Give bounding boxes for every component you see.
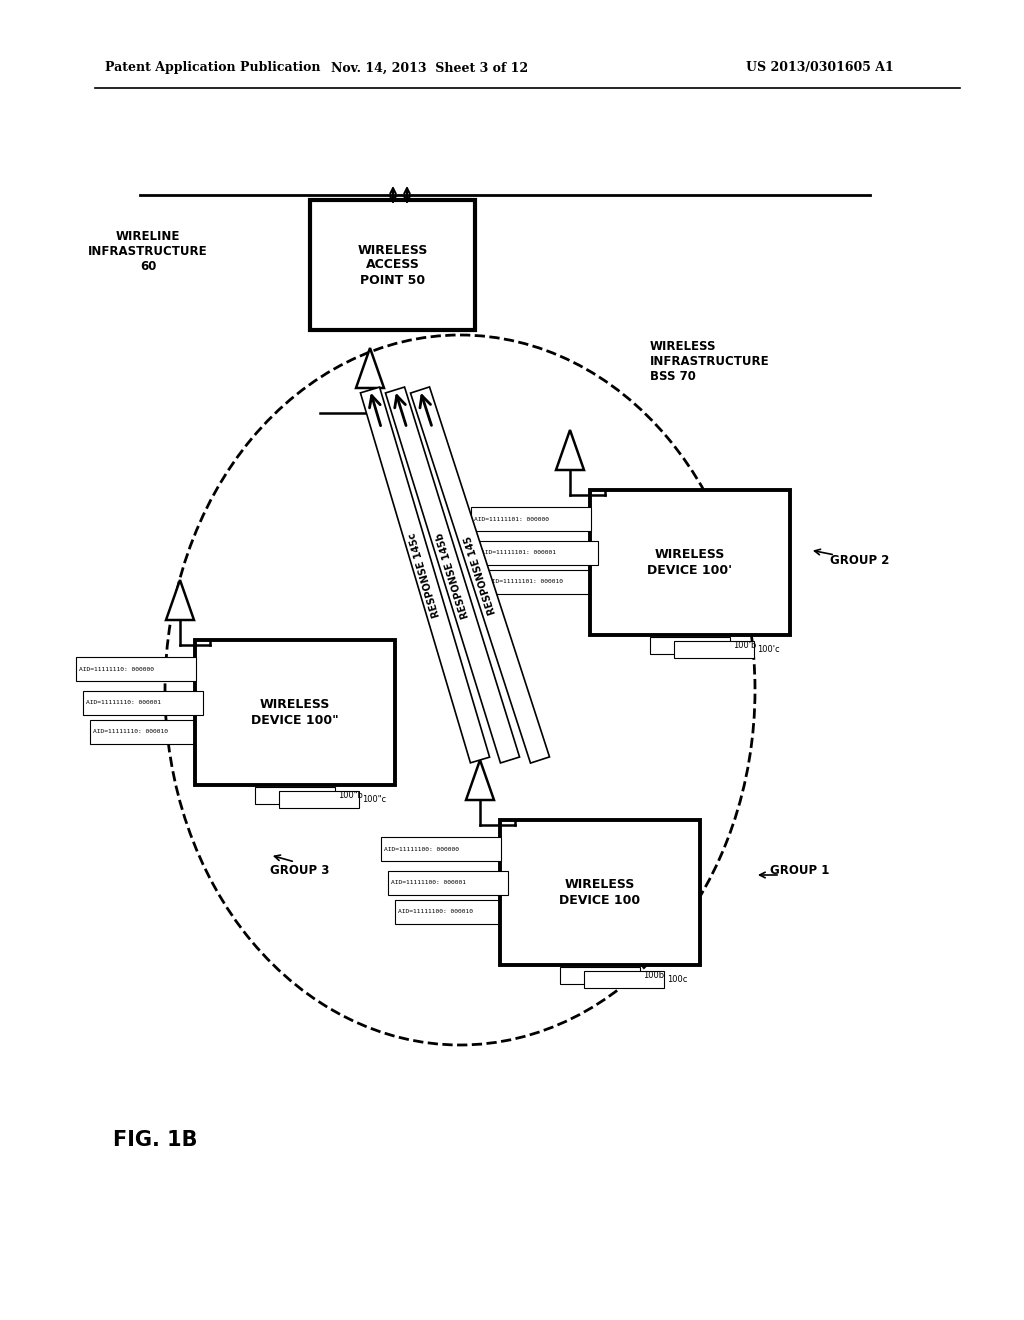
- Text: FIG. 1B: FIG. 1B: [113, 1130, 198, 1150]
- Bar: [674, 642, 754, 657]
- Bar: [255, 787, 335, 804]
- Text: AID=11111110: 000000: AID=11111110: 000000: [79, 667, 154, 672]
- Text: WIRELESS
DEVICE 100': WIRELESS DEVICE 100': [647, 549, 732, 577]
- Text: WIRELINE
INFRASTRUCTURE
60: WIRELINE INFRASTRUCTURE 60: [88, 230, 208, 273]
- Text: AID=11111110: 000001: AID=11111110: 000001: [86, 700, 161, 705]
- Polygon shape: [385, 387, 519, 763]
- Text: 100b: 100b: [643, 972, 665, 979]
- Text: AID=11111110: 000010: AID=11111110: 000010: [93, 729, 168, 734]
- Text: 100'c: 100'c: [757, 645, 779, 653]
- Bar: [478, 541, 598, 565]
- Text: GROUP 3: GROUP 3: [270, 863, 330, 876]
- Text: AID=11111101: 000000: AID=11111101: 000000: [474, 517, 549, 521]
- Text: RESPONSE 145b: RESPONSE 145b: [434, 531, 470, 619]
- Text: 100'b: 100'b: [733, 642, 757, 649]
- Bar: [83, 690, 203, 714]
- Polygon shape: [466, 760, 494, 800]
- Text: 100c: 100c: [667, 975, 687, 983]
- Bar: [310, 201, 475, 330]
- Text: GROUP 1: GROUP 1: [770, 863, 829, 876]
- Text: Patent Application Publication: Patent Application Publication: [105, 62, 321, 74]
- Polygon shape: [360, 387, 489, 763]
- Text: WIRELESS
DEVICE 100: WIRELESS DEVICE 100: [559, 879, 641, 907]
- Bar: [584, 972, 664, 987]
- Text: US 2013/0301605 A1: US 2013/0301605 A1: [746, 62, 894, 74]
- Polygon shape: [411, 387, 550, 763]
- Text: AID=11111100: 000001: AID=11111100: 000001: [391, 880, 466, 886]
- Polygon shape: [556, 430, 584, 470]
- Bar: [76, 657, 196, 681]
- Polygon shape: [166, 579, 194, 620]
- Text: 100"c: 100"c: [362, 795, 386, 804]
- Bar: [279, 791, 359, 808]
- Bar: [485, 570, 605, 594]
- Bar: [395, 900, 515, 924]
- Bar: [590, 490, 790, 635]
- Bar: [90, 719, 210, 743]
- Text: WIRELESS
INFRASTRUCTURE
BSS 70: WIRELESS INFRASTRUCTURE BSS 70: [650, 341, 770, 383]
- Text: Nov. 14, 2013  Sheet 3 of 12: Nov. 14, 2013 Sheet 3 of 12: [332, 62, 528, 74]
- Polygon shape: [356, 348, 384, 388]
- Text: AID=11111100: 000010: AID=11111100: 000010: [398, 909, 473, 915]
- Text: AID=11111100: 000000: AID=11111100: 000000: [384, 847, 459, 851]
- Text: AID=11111101: 000010: AID=11111101: 000010: [488, 579, 563, 585]
- Bar: [500, 820, 700, 965]
- Bar: [650, 638, 730, 653]
- Text: GROUP 2: GROUP 2: [830, 553, 890, 566]
- Text: WIRELESS
ACCESS
POINT 50: WIRELESS ACCESS POINT 50: [357, 243, 428, 286]
- Text: RESPONSE 145: RESPONSE 145: [463, 535, 498, 615]
- Bar: [195, 640, 395, 785]
- Bar: [471, 507, 591, 532]
- Text: AID=11111101: 000001: AID=11111101: 000001: [481, 550, 556, 556]
- Text: 100"b: 100"b: [338, 791, 362, 800]
- Bar: [560, 968, 640, 983]
- Text: WIRELESS
DEVICE 100": WIRELESS DEVICE 100": [251, 698, 339, 726]
- Bar: [381, 837, 501, 862]
- Bar: [388, 871, 508, 895]
- Text: RESPONSE 145c: RESPONSE 145c: [408, 532, 442, 619]
